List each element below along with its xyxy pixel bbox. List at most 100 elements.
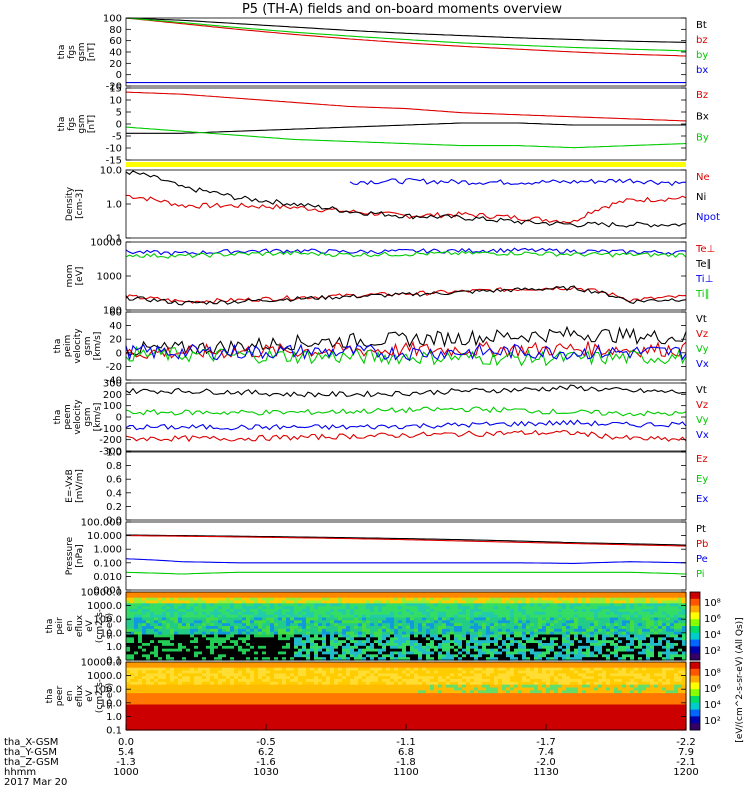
heatmap-cell bbox=[246, 727, 251, 731]
heatmap-cell bbox=[346, 657, 351, 661]
heatmap-cell bbox=[634, 637, 639, 641]
heatmap-cell bbox=[530, 643, 535, 647]
heatmap-cell bbox=[358, 600, 363, 604]
heatmap-cell bbox=[138, 657, 143, 661]
heatmap-cell bbox=[478, 657, 483, 661]
heatmap-cell bbox=[258, 643, 263, 647]
heatmap-cell bbox=[234, 696, 239, 700]
heatmap-cell bbox=[662, 606, 667, 610]
heatmap-cell bbox=[530, 631, 535, 636]
heatmap-cell bbox=[538, 634, 543, 638]
heatmap-cell bbox=[514, 654, 519, 658]
heatmap-cell bbox=[154, 626, 159, 630]
heatmap-cell bbox=[502, 651, 507, 655]
heatmap-cell bbox=[246, 718, 251, 723]
heatmap-cell bbox=[302, 600, 307, 604]
heatmap-cell bbox=[178, 670, 183, 674]
heatmap-cell bbox=[614, 637, 619, 641]
heatmap-cell bbox=[274, 670, 279, 674]
heatmap-cell bbox=[242, 606, 247, 610]
heatmap-cell bbox=[230, 701, 235, 706]
heatmap-cell bbox=[406, 600, 411, 604]
heatmap-cell bbox=[294, 662, 299, 666]
heatmap-cell bbox=[514, 657, 519, 661]
heatmap-cell bbox=[302, 701, 307, 706]
heatmap-cell bbox=[214, 609, 219, 613]
heatmap-cell bbox=[614, 600, 619, 604]
heatmap-cell bbox=[230, 715, 235, 720]
heatmap-cell bbox=[614, 645, 619, 650]
heatmap-cell bbox=[282, 626, 287, 630]
heatmap-cell bbox=[210, 609, 215, 613]
legend-Vy: Vy bbox=[696, 344, 709, 355]
heatmap-cell bbox=[138, 718, 143, 723]
heatmap-cell bbox=[526, 631, 531, 636]
heatmap-cell bbox=[306, 594, 311, 599]
heatmap-cell bbox=[274, 727, 279, 731]
heatmap-cell bbox=[602, 645, 607, 650]
heatmap-cell bbox=[334, 662, 339, 666]
heatmap-cell bbox=[530, 592, 535, 596]
heatmap-cell bbox=[402, 645, 407, 650]
heatmap-cell bbox=[174, 592, 179, 596]
heatmap-cell bbox=[178, 623, 183, 627]
y-tick-label: -20 bbox=[106, 82, 122, 93]
heatmap-cell bbox=[190, 609, 195, 613]
heatmap-cell bbox=[230, 648, 235, 653]
heatmap-cell bbox=[546, 617, 551, 621]
heatmap-cell bbox=[170, 631, 175, 636]
heatmap-cell bbox=[186, 600, 191, 604]
heatmap-cell bbox=[170, 657, 175, 661]
heatmap-cell bbox=[138, 626, 143, 630]
heatmap-cell bbox=[450, 645, 455, 650]
heatmap-cell bbox=[654, 640, 659, 644]
heatmap-cell bbox=[206, 698, 211, 703]
heatmap-cell bbox=[474, 597, 479, 602]
heatmap-cell bbox=[502, 654, 507, 658]
heatmap-cell bbox=[202, 643, 207, 647]
heatmap-cell bbox=[574, 594, 579, 599]
heatmap-cell bbox=[502, 614, 507, 619]
heatmap-cell bbox=[318, 637, 323, 641]
heatmap-cell bbox=[250, 626, 255, 630]
heatmap-cell bbox=[262, 654, 267, 658]
heatmap-cell bbox=[142, 721, 147, 725]
heatmap-cell bbox=[638, 606, 643, 610]
heatmap-cell bbox=[602, 594, 607, 599]
heatmap-cell bbox=[542, 637, 547, 641]
heatmap-cell bbox=[606, 611, 611, 616]
heatmap-cell bbox=[306, 684, 311, 689]
heatmap-cell bbox=[146, 670, 151, 674]
heatmap-cell bbox=[602, 614, 607, 619]
heatmap-cell bbox=[166, 603, 171, 607]
heatmap-cell bbox=[514, 614, 519, 619]
heatmap-cell bbox=[162, 704, 167, 708]
heatmap-cell bbox=[166, 679, 171, 683]
heatmap-cell bbox=[394, 648, 399, 653]
heatmap-cell bbox=[242, 651, 247, 655]
heatmap-cell bbox=[334, 623, 339, 627]
heatmap-cell bbox=[330, 721, 335, 725]
heatmap-cell bbox=[154, 724, 159, 728]
heatmap-cell bbox=[158, 713, 163, 717]
heatmap-cell bbox=[410, 617, 415, 621]
heatmap-cell bbox=[142, 673, 147, 677]
heatmap-cell bbox=[310, 648, 315, 653]
heatmap-cell bbox=[542, 643, 547, 647]
heatmap-cell bbox=[270, 670, 275, 674]
heatmap-cell bbox=[534, 620, 539, 624]
heatmap-cell bbox=[470, 611, 475, 616]
heatmap-cell bbox=[246, 690, 251, 694]
heatmap-cell bbox=[182, 609, 187, 613]
heatmap-cell bbox=[682, 609, 687, 613]
heatmap-cell bbox=[306, 617, 311, 621]
heatmap-cell bbox=[334, 651, 339, 655]
heatmap-cell bbox=[322, 594, 327, 599]
heatmap-cell bbox=[262, 643, 267, 647]
heatmap-cell bbox=[318, 690, 323, 694]
heatmap-cell bbox=[354, 620, 359, 624]
heatmap-cell bbox=[554, 609, 559, 613]
heatmap-cell bbox=[246, 687, 251, 691]
heatmap-cell bbox=[150, 664, 155, 669]
heatmap-cell bbox=[142, 643, 147, 647]
